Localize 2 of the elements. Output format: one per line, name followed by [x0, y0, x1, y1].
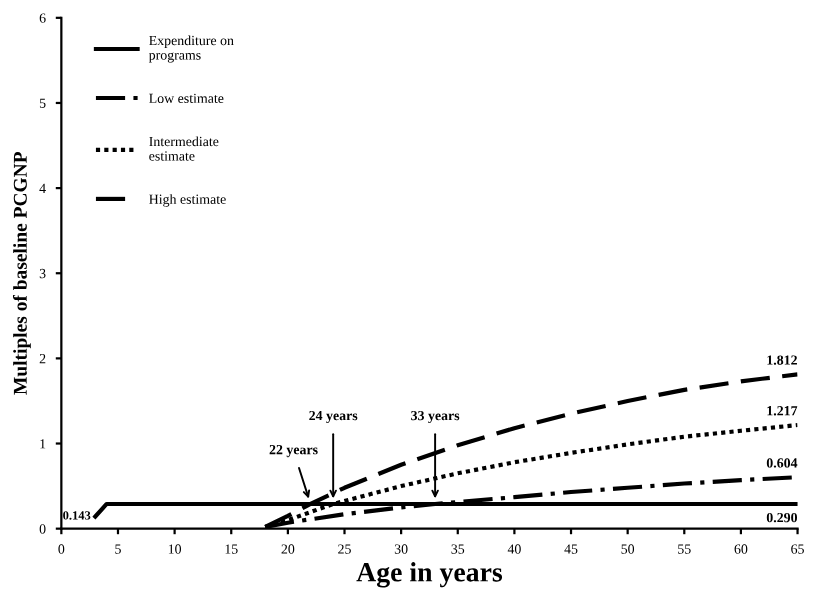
- y-axis-title: Multiples of baseline PCGNP: [12, 152, 31, 395]
- x-axis-title: Age in years: [356, 562, 503, 588]
